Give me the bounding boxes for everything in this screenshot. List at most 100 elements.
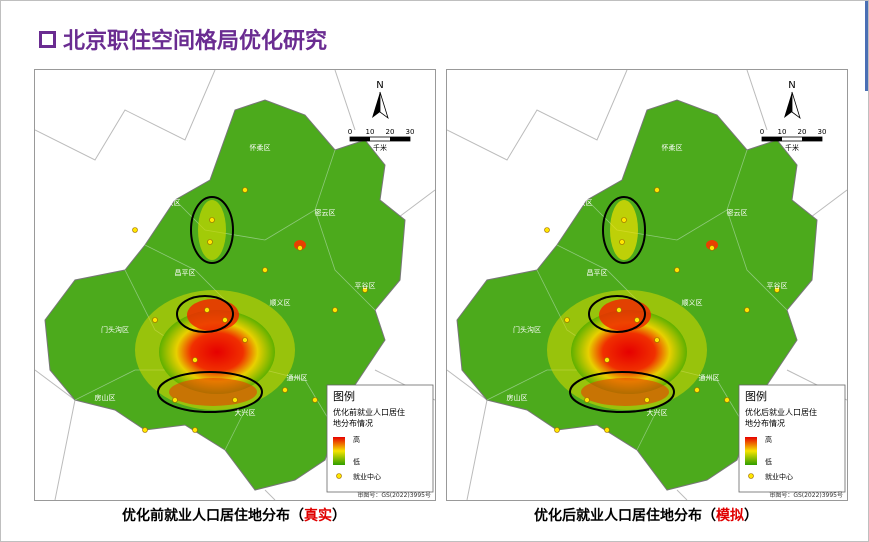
boundary-line — [394, 189, 435, 221]
employment-center — [616, 307, 622, 313]
district-line — [314, 209, 376, 311]
employment-center — [242, 337, 248, 343]
employment-center — [132, 227, 138, 233]
scale-unit: 千米 — [373, 143, 387, 152]
scale-tick-label: 30 — [406, 128, 415, 136]
employment-center — [332, 307, 338, 313]
legend-title: 图例 — [333, 389, 355, 403]
legend-description-line: 地分布情况 — [745, 418, 785, 428]
employment-center — [694, 387, 700, 393]
district-label: 门头沟区 — [101, 325, 129, 334]
legend-description: 优化前就业人口居住地分布情况 — [333, 407, 405, 428]
boundary-line — [334, 70, 356, 131]
district-label: 门头沟区 — [513, 325, 541, 334]
scale-bar — [762, 137, 782, 141]
density-patch — [294, 240, 306, 250]
employment-center — [744, 307, 750, 313]
district-label: 延庆区 — [160, 198, 181, 207]
employment-center — [634, 317, 640, 323]
employment-center — [192, 357, 198, 363]
north-arrow — [372, 92, 380, 118]
scale-bar — [390, 137, 410, 141]
boundary-line — [35, 70, 216, 161]
legend-center-symbol — [748, 473, 754, 479]
scale-unit: 千米 — [785, 143, 799, 152]
employment-center — [297, 245, 303, 251]
density-patch — [198, 200, 226, 260]
district-label: 怀柔区 — [250, 143, 271, 152]
boundary-line — [806, 189, 847, 221]
legend-low: 低 — [765, 457, 772, 466]
employment-center — [172, 397, 178, 403]
district-line — [224, 409, 246, 451]
slide-title: 北京职住空间格局优化研究 — [63, 29, 328, 54]
scale-bar — [802, 137, 822, 141]
caption: 优化后就业人口居住地分布（模拟） — [446, 505, 846, 525]
highlight-ellipse — [602, 196, 646, 264]
approval-number: 审图号：GS(2022)3995号 — [357, 491, 431, 499]
employment-center — [207, 239, 213, 245]
highlight-ellipse — [176, 295, 234, 333]
district-label: 怀柔区 — [662, 143, 683, 152]
caption-highlight: 真实 — [304, 508, 332, 524]
caption-text: ） — [744, 508, 758, 524]
approval-number: 审图号：GS(2022)3995号 — [769, 491, 843, 499]
employment-center — [584, 397, 590, 403]
accent-bar — [865, 1, 868, 91]
legend-description-line: 优化前就业人口居住 — [333, 407, 405, 417]
employment-center — [222, 317, 228, 323]
scale-tick-label: 0 — [348, 128, 352, 136]
boundary-line — [264, 489, 276, 500]
scale-bar — [350, 137, 370, 141]
employment-center — [142, 427, 148, 433]
density-patch — [610, 200, 638, 260]
legend-ramp — [745, 437, 757, 465]
district-label: 房山区 — [507, 393, 528, 402]
district-label: 密云区 — [727, 208, 748, 217]
boundary-line — [746, 70, 768, 131]
highlight-ellipse — [190, 196, 234, 264]
legend-high: 高 — [765, 435, 772, 444]
legend-center-symbol — [336, 473, 342, 479]
employment-center — [621, 217, 627, 223]
caption-text: 优化前就业人口居住地分布（ — [122, 508, 304, 524]
employment-center — [724, 397, 730, 403]
caption: 优化前就业人口居住地分布（真实） — [34, 505, 434, 525]
title-icon — [39, 31, 56, 48]
district-label: 大兴区 — [235, 408, 256, 417]
density-patch — [599, 299, 651, 331]
employment-center — [192, 427, 198, 433]
legend-title: 图例 — [745, 389, 767, 403]
employment-center — [564, 317, 570, 323]
scale-tick-label: 20 — [386, 128, 395, 136]
employment-center — [604, 427, 610, 433]
caption-text: ） — [332, 508, 346, 524]
legend-ramp — [333, 437, 345, 465]
employment-center — [644, 397, 650, 403]
employment-center — [654, 337, 660, 343]
highlight-ellipse — [569, 371, 675, 413]
district-label: 昌平区 — [175, 269, 196, 277]
highlight-ellipse — [588, 295, 646, 333]
employment-center — [282, 387, 288, 393]
employment-center — [544, 227, 550, 233]
legend-center: 就业中心 — [765, 472, 793, 481]
employment-center — [674, 267, 680, 273]
density-patch — [187, 299, 239, 331]
north-arrow — [791, 91, 801, 120]
employment-center — [152, 317, 158, 323]
scale-tick-label: 10 — [778, 128, 787, 136]
north-label: N — [788, 80, 795, 91]
north-arrow — [379, 91, 389, 120]
district-label: 顺义区 — [682, 299, 703, 307]
legend-description: 优化后就业人口居住地分布情况 — [745, 407, 817, 428]
district-label: 大兴区 — [647, 408, 668, 417]
employment-center — [654, 187, 660, 193]
legend-high: 高 — [353, 435, 360, 444]
density-patch — [169, 378, 257, 406]
scale-tick-label: 30 — [818, 128, 827, 136]
district-label: 房山区 — [95, 393, 116, 402]
